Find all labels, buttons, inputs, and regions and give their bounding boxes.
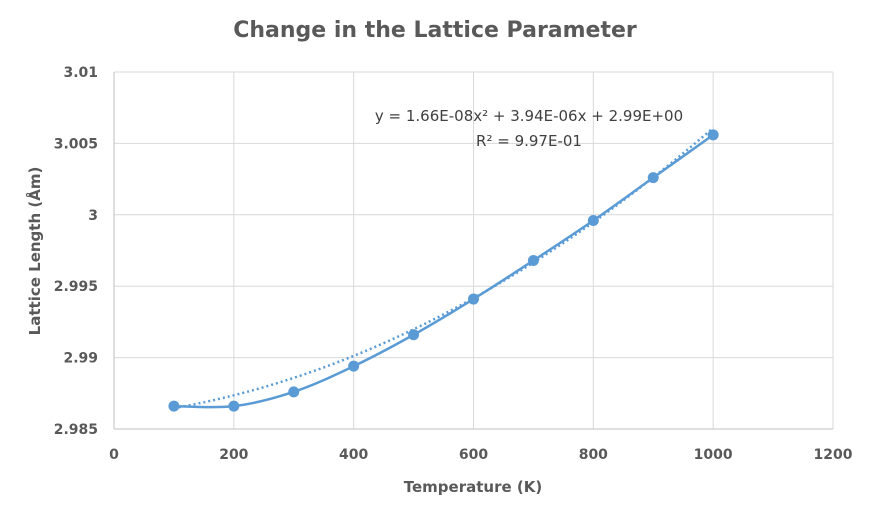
y-tick-label: 2.995 [54,279,98,295]
data-point [707,129,719,141]
data-point [408,329,420,341]
x-axis-title: Temperature (K) [404,478,542,496]
chart-title: Change in the Lattice Parameter [233,18,637,43]
y-tick-label: 3.005 [54,136,98,152]
data-point [647,172,659,184]
data-point [348,360,360,372]
y-tick-label: 2.99 [63,351,98,367]
data-point [468,293,479,305]
data-point [587,215,599,227]
axes [113,72,833,430]
data-point [527,254,539,266]
trendline-layer [173,127,714,410]
data-point [288,386,300,398]
x-tick-label: 200 [219,447,248,463]
data-point [168,400,180,412]
tick-labels: 0 200 400 600 800 1000 1200 2.985 2.99 2.995 3 3.00… [54,65,853,463]
data-point [228,400,240,412]
x-tick-label: 1200 [814,447,853,463]
x-tick-label: 600 [459,447,488,463]
trendline-r-squared: R² = 9.97E-01 [476,132,582,150]
y-tick-label: 3.01 [63,65,98,81]
y-tick-label: 3 [88,208,98,224]
y-axis-title: Lattice Length (Åm) [25,167,44,336]
series-line [173,133,714,409]
x-tick-label: 800 [579,447,608,463]
x-tick-label: 400 [339,447,368,463]
trendline-equation: y = 1.66E-08x² + 3.94E-06x + 2.99E+00 [375,107,683,125]
trendline-polynomial [173,127,714,410]
x-tick-label: 0 [109,447,119,463]
y-tick-label: 2.985 [54,422,98,438]
gridlines [114,71,834,429]
x-tick-label: 1000 [694,447,733,463]
series-layer [173,133,714,409]
markers-layer [168,129,719,412]
